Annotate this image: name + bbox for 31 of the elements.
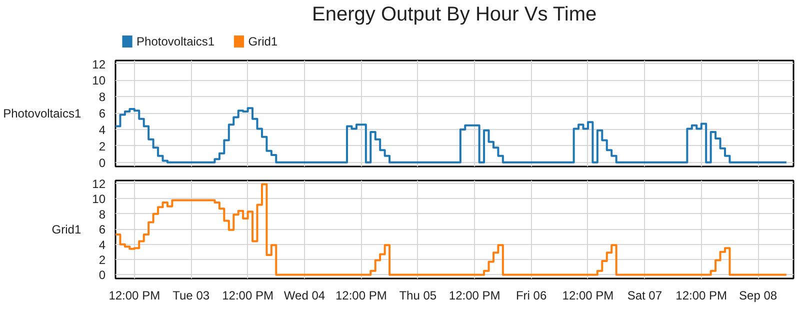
y-axis-title: Grid1	[52, 222, 82, 236]
y-axis-title: Photovoltaics1	[3, 106, 82, 120]
chart-title: Energy Output By Hour Vs Time	[312, 4, 597, 26]
y-tick-label: 2	[98, 253, 106, 268]
x-tick-label: Wed 04	[284, 288, 326, 302]
y-tick-label: 6	[98, 222, 106, 237]
y-tick-label: 8	[98, 90, 106, 104]
y-tick-label: 6	[98, 106, 106, 121]
y-tick-label: 0	[98, 156, 106, 170]
y-tick-label: 12	[92, 57, 106, 72]
x-tick-label: 12:00 PM	[108, 288, 160, 302]
y-tick-label: 12	[92, 177, 106, 192]
y-tick-label: 10	[92, 192, 106, 206]
x-tick-label: Sat 07	[627, 288, 662, 302]
legend-label: Grid1	[248, 34, 278, 48]
y-tick-label: 10	[92, 74, 106, 88]
x-tick-label: 12:00 PM	[676, 288, 728, 302]
y-tick-label: 2	[98, 139, 106, 154]
y-tick-label: 4	[98, 123, 106, 138]
x-tick-label: 12:00 PM	[222, 288, 274, 302]
y-tick-label: 4	[98, 238, 106, 252]
x-tick-label: Sep 08	[739, 288, 778, 302]
x-tick-label: Thu 05	[399, 288, 437, 302]
x-tick-label: 12:00 PM	[448, 288, 500, 302]
x-tick-label: 12:00 PM	[336, 288, 387, 302]
x-tick-label: Tue 03	[172, 288, 210, 302]
legend-label: Photovoltaics1	[136, 34, 215, 48]
x-tick-label: Fri 06	[516, 288, 547, 302]
y-tick-label: 0	[98, 268, 106, 282]
y-tick-label: 8	[98, 207, 106, 222]
x-tick-label: 12:00 PM	[562, 288, 614, 302]
